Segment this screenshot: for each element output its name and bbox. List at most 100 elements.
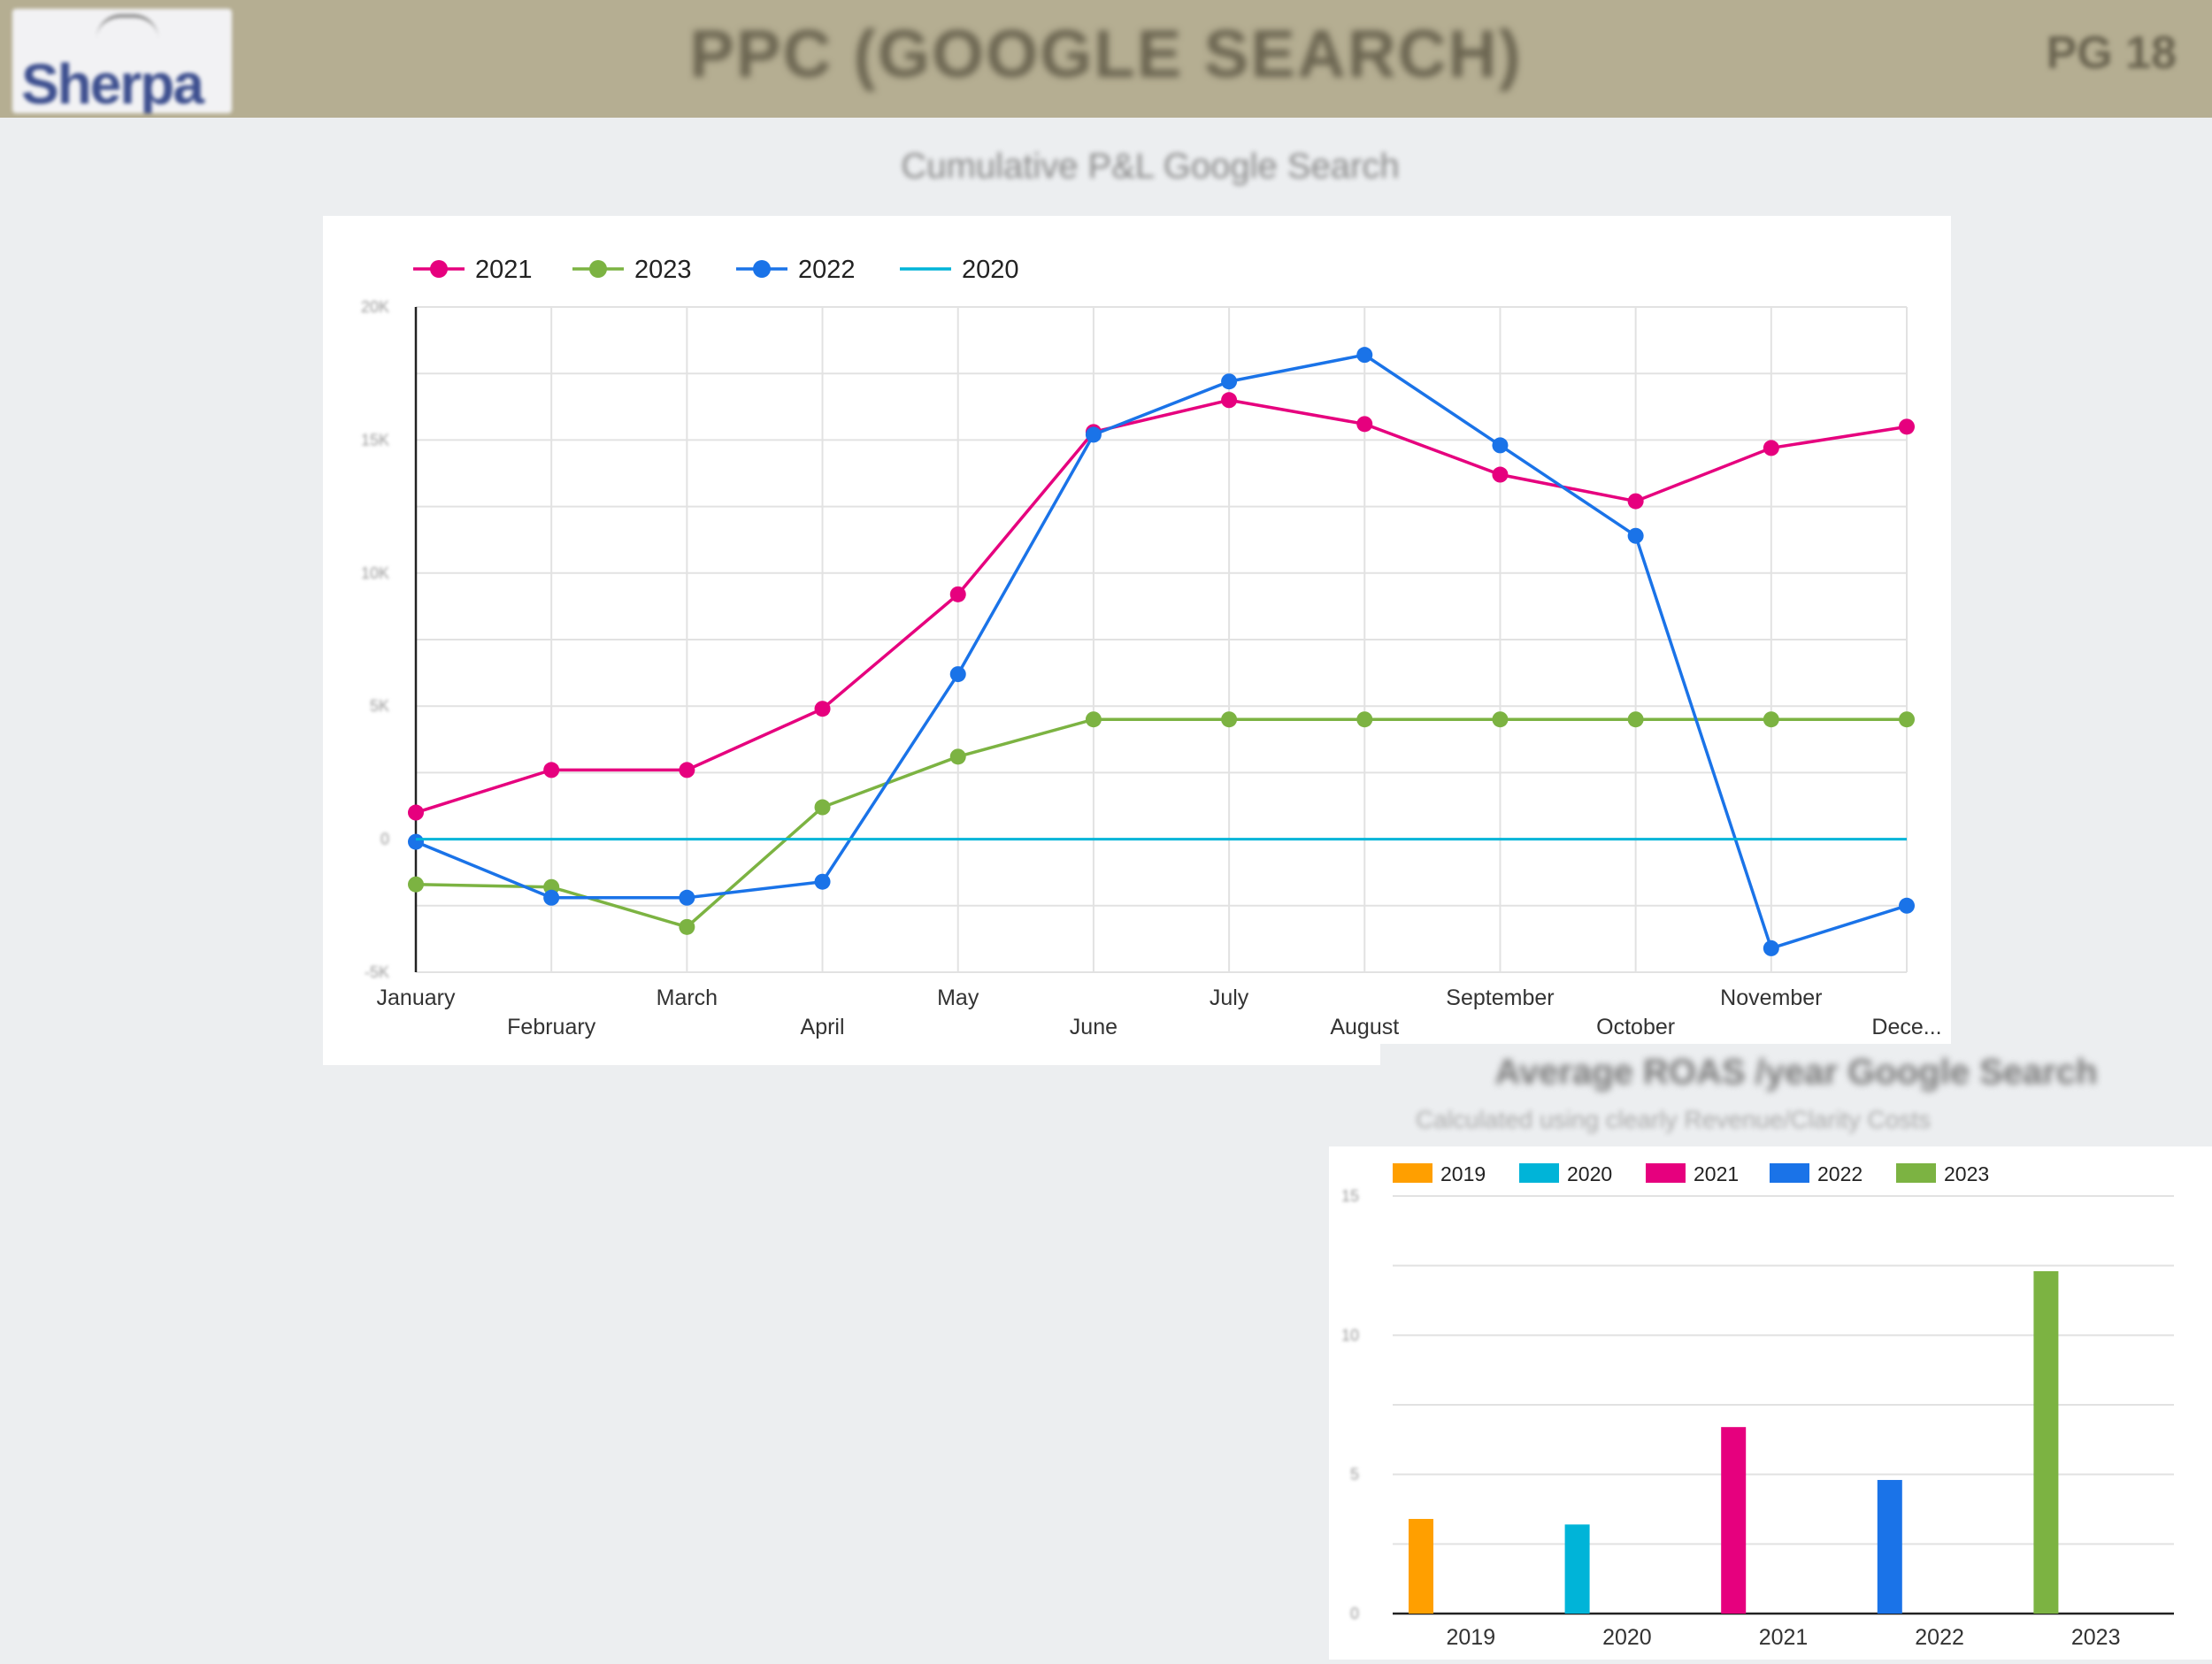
data-point-2023 [1492, 711, 1509, 728]
y-tick-label: 15 [1341, 1187, 1359, 1205]
bar-chart-card: 0 5 10 15 2019 2020 2021 2022 2023 2019 2020 2021 20… [1329, 1146, 2212, 1660]
legend-label-2022: 2022 [798, 256, 856, 284]
legend-swatch-2019 [1393, 1163, 1432, 1183]
x-tick-label: 2021 [1759, 1625, 1809, 1650]
legend-label-2021: 2021 [475, 256, 533, 284]
legend-marker-2023 [589, 260, 607, 278]
mountain-icon [96, 14, 158, 39]
x-tick-label: July [1210, 985, 1249, 1010]
x-tick-label: May [937, 985, 979, 1010]
page-header: Sherpa PPC (GOOGLE SEARCH) PG 18 [0, 0, 2212, 118]
page-number: PG 18 [2046, 27, 2177, 79]
line-chart-title: Cumulative P&L Google Search [901, 147, 1400, 186]
legend-marker-2022 [753, 260, 771, 278]
x-tick-label: June [1070, 1015, 1118, 1039]
data-point-2021 [408, 804, 424, 821]
data-point-2022 [408, 833, 424, 850]
data-point-2023 [1221, 711, 1238, 728]
data-point-2022 [1492, 437, 1509, 454]
legend-swatch-2021 [1646, 1163, 1686, 1183]
bar-chart-header: Average ROAS /year Google Search Calcula… [1380, 1044, 2212, 1146]
x-tick-label: September [1446, 985, 1554, 1010]
x-tick-label: August [1330, 1015, 1399, 1039]
data-point-2023 [1763, 711, 1779, 728]
data-point-2021 [1492, 466, 1509, 483]
series-line-2023 [415, 717, 1907, 929]
x-tick-label: April [801, 1015, 845, 1039]
series-line-2021 [415, 398, 1908, 815]
y-tick-label: 5 [1350, 1466, 1359, 1484]
data-point-2023 [408, 876, 424, 893]
data-point-2022 [949, 666, 966, 683]
x-tick-label: October [1596, 1015, 1675, 1039]
bar-chart-subtitle: Calculated using clearly Revenue/Clarity… [1416, 1106, 1932, 1133]
legend-label-2021: 2021 [1694, 1162, 1739, 1185]
y-tick-label: 0 [380, 831, 389, 848]
y-tick-label: 5K [370, 697, 389, 715]
data-point-2021 [1763, 440, 1779, 456]
data-point-2022 [1221, 373, 1238, 390]
data-point-2022 [1899, 897, 1915, 914]
x-tick-label: 2022 [1915, 1625, 1964, 1650]
data-point-2021 [679, 762, 695, 778]
y-tick-label: -5K [365, 963, 389, 981]
data-point-2022 [1763, 939, 1779, 956]
x-tick-label: 2019 [1446, 1625, 1495, 1650]
y-tick-label: 15K [361, 431, 389, 449]
x-tick-label: Dece... [1871, 1015, 1941, 1039]
x-tick-label: 2023 [2071, 1625, 2121, 1650]
line-chart-card: -5K 0 5K 10K 15K 20K January February March April… [323, 216, 1951, 1065]
bar-2023 [2033, 1270, 2059, 1614]
logo-text: Sherpa [21, 52, 204, 113]
data-point-2023 [1899, 711, 1915, 728]
data-point-2023 [1627, 711, 1644, 728]
legend-swatch-2022 [1770, 1163, 1809, 1183]
legend-label-2019: 2019 [1440, 1162, 1486, 1185]
data-point-2021 [949, 586, 966, 602]
bar-2022 [1877, 1479, 1902, 1614]
data-point-2022 [543, 889, 560, 906]
data-point-2022 [679, 889, 695, 906]
data-point-2023 [1085, 711, 1102, 728]
y-tick-label: 0 [1350, 1605, 1359, 1622]
data-point-2021 [1899, 418, 1915, 435]
legend-marker-2021 [430, 260, 448, 278]
bar-2021 [1721, 1427, 1747, 1614]
legend-label-2020: 2020 [1567, 1162, 1612, 1185]
x-tick-label: November [1720, 985, 1822, 1010]
legend-label-2023: 2023 [1944, 1162, 1989, 1185]
data-point-2022 [1356, 347, 1373, 364]
x-tick-label: January [377, 985, 456, 1010]
data-point-2023 [814, 799, 831, 816]
data-point-2021 [1221, 392, 1238, 409]
data-point-2022 [1085, 426, 1102, 443]
bar-chart-title: Average ROAS /year Google Search [1494, 1053, 2098, 1092]
series-line-2022 [415, 353, 1908, 951]
company-logo: Sherpa [12, 9, 232, 113]
data-point-2021 [1356, 416, 1373, 433]
y-tick-label: 20K [361, 298, 389, 316]
legend-label-2023: 2023 [634, 256, 692, 284]
data-point-2021 [814, 701, 831, 717]
x-tick-label: March [657, 985, 718, 1010]
data-point-2022 [1627, 527, 1644, 544]
data-point-2023 [679, 918, 695, 935]
page-title: PPC (GOOGLE SEARCH) [689, 17, 1523, 92]
data-point-2022 [814, 873, 831, 890]
legend-swatch-2023 [1896, 1163, 1936, 1183]
y-tick-label: 10K [361, 564, 389, 582]
legend-label-2022: 2022 [1817, 1162, 1863, 1185]
legend-swatch-2020 [1519, 1163, 1559, 1183]
bar-2019 [1409, 1519, 1433, 1614]
data-point-2021 [543, 762, 560, 778]
bar-chart: 0 5 10 15 2019 2020 2021 2022 2023 2019 2020 2021 20… [1341, 1162, 2174, 1650]
line-chart: -5K 0 5K 10K 15K 20K January February March April… [361, 256, 1942, 1039]
data-point-2023 [949, 748, 966, 765]
legend-label-2020: 2020 [962, 256, 1019, 284]
bar-2020 [1564, 1524, 1590, 1614]
data-point-2023 [1356, 711, 1373, 728]
data-point-2021 [1627, 493, 1644, 510]
x-tick-label: February [507, 1015, 596, 1039]
y-tick-label: 10 [1341, 1326, 1359, 1344]
x-tick-label: 2020 [1602, 1625, 1652, 1650]
